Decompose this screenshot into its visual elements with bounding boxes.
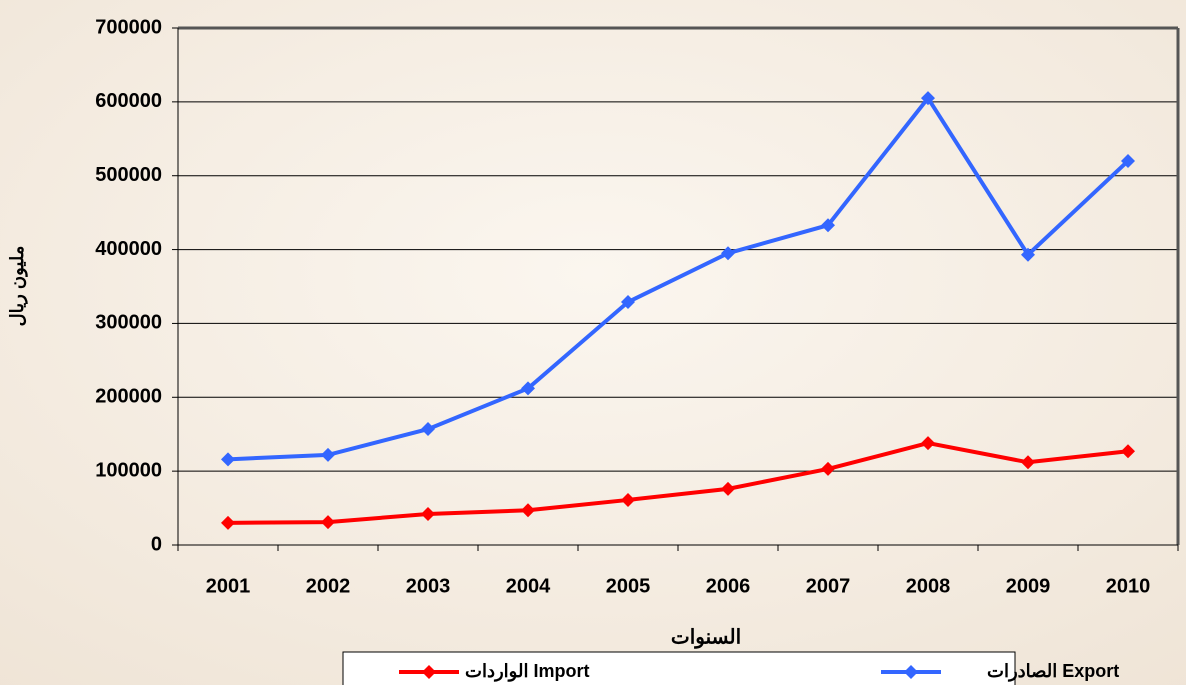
legend-label: الواردات Import xyxy=(465,661,589,682)
y-tick-label: 600000 xyxy=(95,90,162,112)
y-tick-label: 0 xyxy=(151,533,162,555)
y-tick-label: 300000 xyxy=(95,312,162,334)
legend-label: الصادرات Export xyxy=(987,661,1119,682)
x-axis-label: السنوات xyxy=(671,626,741,649)
point-marker xyxy=(921,436,935,451)
x-tick-label: 2006 xyxy=(706,575,751,597)
x-tick-label: 2005 xyxy=(606,575,651,597)
x-tick-label: 2010 xyxy=(1106,575,1151,597)
x-tick-label: 2001 xyxy=(206,575,251,597)
point-marker xyxy=(221,515,235,530)
y-tick-label: 200000 xyxy=(95,386,162,408)
point-marker xyxy=(321,447,335,462)
y-axis-label: مليون ريال xyxy=(7,246,28,327)
point-marker xyxy=(421,506,435,521)
point-marker xyxy=(421,422,435,437)
legend-marker xyxy=(422,665,436,679)
point-marker xyxy=(721,246,735,261)
y-tick-label: 400000 xyxy=(95,238,162,260)
point-marker xyxy=(1021,455,1035,470)
y-tick-label: 500000 xyxy=(95,164,162,186)
x-tick-label: 2007 xyxy=(806,575,851,597)
legend-marker xyxy=(904,665,918,679)
series-line xyxy=(227,94,1130,462)
point-marker xyxy=(521,503,535,518)
point-marker xyxy=(521,381,535,396)
point-marker xyxy=(1021,247,1035,262)
point-marker xyxy=(821,218,835,233)
point-marker xyxy=(821,461,835,476)
series-line xyxy=(227,441,1129,525)
y-tick-label: 700000 xyxy=(95,16,162,38)
x-tick-label: 2004 xyxy=(506,575,551,597)
legend-box xyxy=(342,651,1016,685)
y-tick-label: 100000 xyxy=(95,459,162,481)
point-marker xyxy=(621,295,635,310)
point-marker xyxy=(321,515,335,530)
x-tick-label: 2002 xyxy=(306,575,351,597)
point-marker xyxy=(1121,153,1135,168)
x-tick-label: 2008 xyxy=(906,575,951,597)
point-marker xyxy=(921,91,935,106)
point-marker xyxy=(1121,444,1135,459)
point-marker xyxy=(221,452,235,467)
point-marker xyxy=(721,481,735,496)
x-tick-label: 2009 xyxy=(1006,575,1051,597)
x-tick-label: 2003 xyxy=(406,575,451,597)
point-marker xyxy=(621,492,635,507)
